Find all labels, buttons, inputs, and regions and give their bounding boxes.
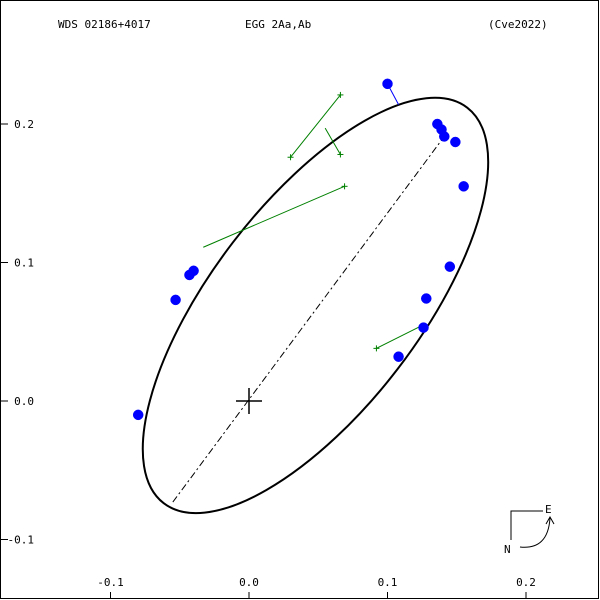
header-system-name: EGG 2Aa,Ab (245, 18, 311, 31)
measurement-layer (132, 78, 469, 421)
header-wds-id: WDS 02186+4017 (58, 18, 151, 31)
measurement-point (439, 131, 450, 142)
compass-arc (519, 517, 551, 548)
x-tick-label: -0.1 (97, 576, 124, 589)
compass-north-label: N (504, 543, 511, 556)
measurement-point (458, 181, 469, 192)
line-of-nodes (172, 136, 445, 503)
residual-line (203, 185, 345, 248)
y-tick-label: 0.2 (14, 118, 34, 131)
compass-east-label: E (545, 503, 552, 516)
x-tick-label: 0.2 (516, 576, 536, 589)
compass-rose: E N (504, 503, 555, 556)
residual-layer (203, 83, 421, 352)
measurement-point (393, 351, 404, 362)
y-tick-label: 0.1 (14, 257, 34, 270)
measurement-point (418, 322, 429, 333)
compass-arrow-icon (545, 515, 555, 525)
residual-line (324, 127, 341, 155)
y-tick-label: -0.1 (8, 534, 35, 547)
measurement-point (450, 136, 461, 148)
residual-line (290, 94, 341, 158)
measurement-point (132, 409, 144, 421)
header-reference: (Cve2022) (488, 18, 548, 31)
measurement-point (421, 293, 432, 304)
orbit-layer (141, 96, 490, 515)
x-tick-label: 0.1 (378, 576, 398, 589)
compass-east-arm (510, 510, 543, 540)
orbit-ellipse (141, 96, 490, 515)
residual-line (376, 325, 421, 349)
measurement-point (382, 78, 393, 90)
measurement-point (170, 294, 181, 306)
x-tick-label: 0.0 (239, 576, 259, 589)
measurement-point (184, 269, 195, 281)
axis-ticks: -0.1 0.0 0.1 0.2 0.2 0.1 0.0 -0.1 (1, 118, 536, 599)
measurement-point (444, 261, 456, 272)
y-tick-label: 0.0 (14, 395, 34, 408)
